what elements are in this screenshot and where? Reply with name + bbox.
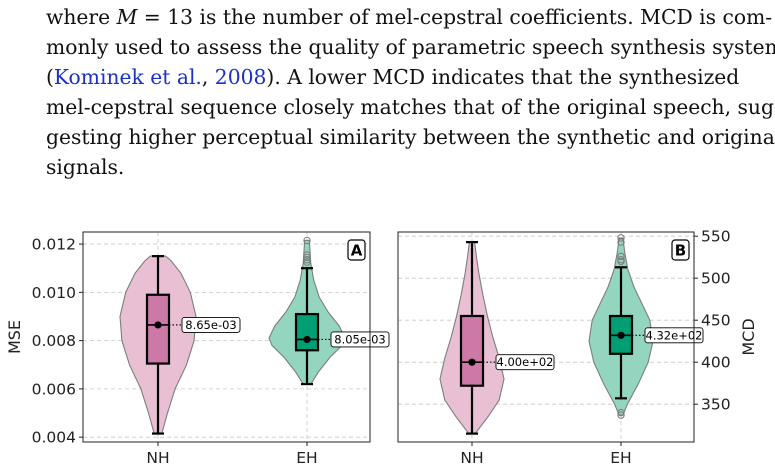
citation-year-link[interactable]: 2008	[214, 65, 267, 89]
panel-label-box	[671, 239, 690, 261]
paragraph-line-3: (Kominek et al., 2008). A lower MCD indi…	[46, 62, 746, 92]
outlier-point	[303, 258, 311, 266]
outlier-point	[617, 411, 625, 419]
outlier-point	[303, 251, 311, 259]
median-point	[617, 331, 625, 339]
outlier-point	[303, 236, 311, 245]
y-tick-label: 500	[701, 270, 731, 288]
paragraph-line-4: mel-cepstral sequence closely matches th…	[46, 95, 775, 119]
panel-label: B	[675, 242, 686, 260]
text-run: where	[46, 5, 117, 29]
panel-label: A	[351, 242, 363, 260]
x-tick-label: NH	[460, 449, 483, 467]
y-axis-label: MCD	[739, 318, 758, 355]
outlier-point	[617, 234, 625, 242]
outlier-point	[303, 253, 311, 262]
text-run: ). A lower MCD indicates that the synthe…	[266, 65, 740, 89]
median-label-box	[330, 331, 390, 348]
outlier-point	[617, 252, 625, 261]
y-tick-label: 0.006	[32, 380, 76, 398]
paragraph-line-6: signals.	[46, 155, 125, 179]
median-label-box	[181, 316, 241, 333]
panel-label-box	[347, 239, 366, 261]
box-nh	[145, 293, 171, 365]
y-tick-label: 450	[701, 312, 731, 330]
outlier-point	[617, 256, 625, 264]
box-nh	[459, 314, 485, 387]
y-tick-label: 0.010	[32, 284, 76, 302]
y-tick-label: 0.012	[32, 236, 76, 254]
body-paragraph: where M = 13 is the number of mel-cepstr…	[46, 2, 775, 182]
y-axis-label: MSE	[5, 320, 24, 354]
y-tick-label: 400	[701, 354, 731, 372]
median-data-label: 4.32e+02	[646, 328, 703, 342]
x-tick-label: EH	[610, 449, 631, 467]
outlier-point	[303, 256, 311, 264]
text-run: = 13 is the number of mel-cepstral coeff…	[137, 5, 773, 29]
y-tick-label: 350	[701, 396, 731, 414]
median-label-box	[644, 327, 704, 344]
outlier-point	[617, 408, 625, 417]
y-tick-label: 0.008	[32, 332, 76, 350]
paragraph-line-2: monly used to assess the quality of para…	[46, 35, 775, 59]
x-tick-label: EH	[296, 449, 317, 467]
citation-author-link[interactable]: Kominek et al.	[53, 65, 202, 89]
axes-frame	[397, 231, 695, 443]
text-run: (	[46, 65, 54, 89]
paragraph-line-1: where M = 13 is the number of mel-cepstr…	[46, 2, 772, 32]
median-point	[154, 321, 162, 329]
median-data-label: 8.05e-03	[334, 332, 385, 346]
x-tick-label: NH	[146, 449, 169, 467]
y-tick-label: 550	[701, 228, 731, 246]
box-eh	[294, 312, 320, 352]
text-run: ,	[201, 65, 215, 89]
paragraph-line-5: gesting higher perceptual similarity bet…	[46, 125, 775, 149]
median-point	[303, 335, 311, 344]
median-label-box	[495, 354, 555, 371]
math-symbol: M	[116, 5, 138, 29]
median-point	[468, 358, 476, 366]
y-tick-label: 0.004	[32, 429, 76, 447]
median-data-label: 4.00e+02	[497, 355, 554, 369]
outlier-point	[617, 238, 625, 246]
axes-frame	[82, 231, 371, 443]
median-data-label: 8.65e-03	[185, 318, 236, 332]
